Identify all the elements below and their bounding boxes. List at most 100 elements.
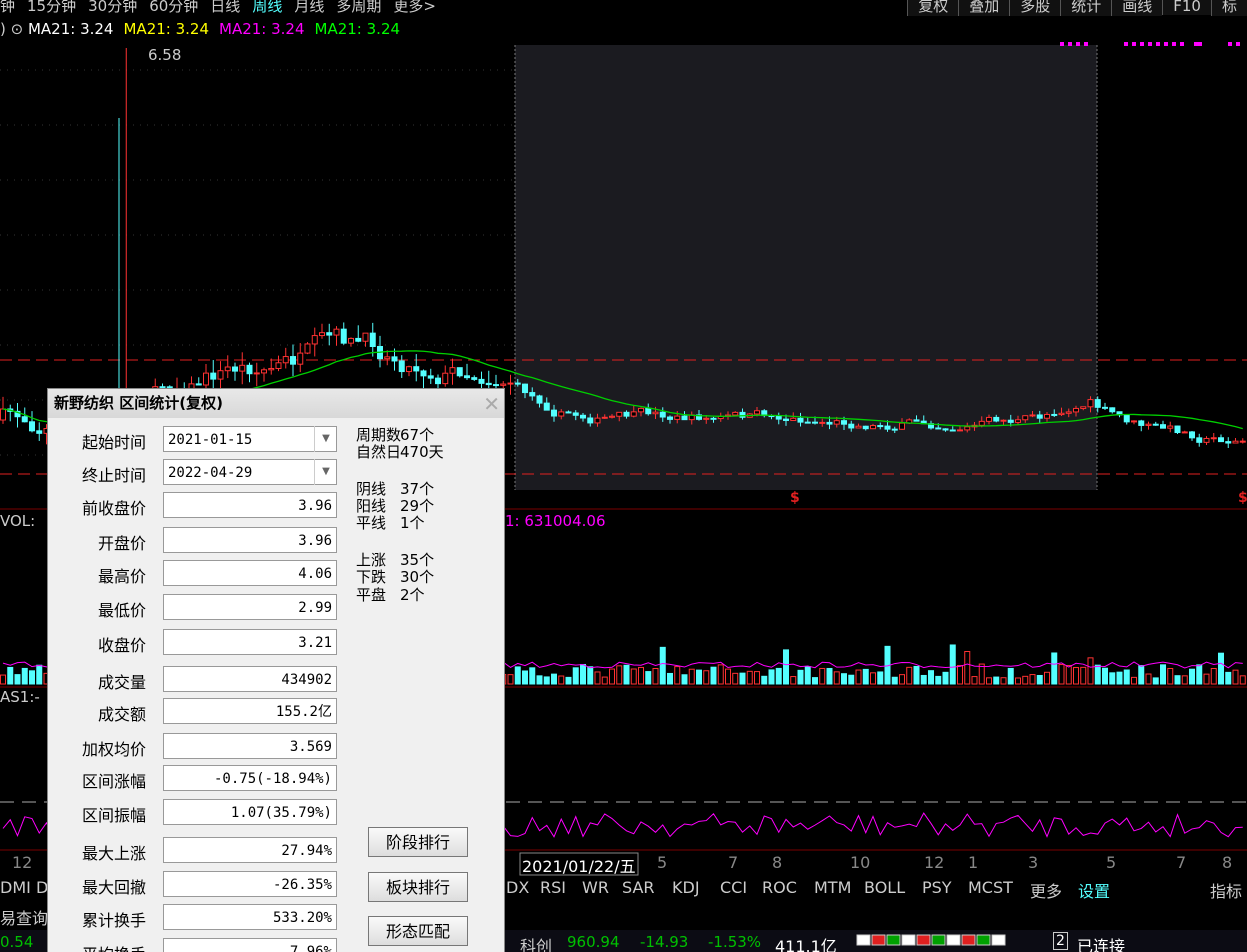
field-label: 收盘价	[97, 636, 146, 655]
volume-bar	[1044, 671, 1050, 685]
volume-bar	[572, 667, 579, 685]
date-combo[interactable]: 2022-04-29	[163, 459, 337, 485]
tool-button[interactable]: 复权	[907, 0, 959, 16]
close-button[interactable]: ✕	[483, 392, 500, 416]
volume-bar	[935, 675, 942, 685]
volume-bar	[1102, 667, 1108, 685]
candle-body	[261, 369, 267, 374]
field-value: 155.2亿	[163, 698, 337, 724]
dropdown-arrow[interactable]: ▼	[314, 426, 337, 452]
vol-label: VOL:	[0, 512, 36, 530]
volume-bar	[1015, 677, 1021, 685]
candle-body	[623, 411, 630, 417]
indicator-tab[interactable]: 指标	[1210, 882, 1243, 901]
volume-bar	[688, 668, 695, 685]
indicator-tab[interactable]: CCI	[720, 878, 748, 897]
indicator-tab[interactable]: DMI	[0, 878, 31, 897]
volume-bar	[971, 676, 978, 685]
volume-bar	[812, 677, 818, 685]
period-tab[interactable]: 更多>	[393, 0, 436, 15]
tool-button[interactable]: 画线	[1111, 0, 1163, 16]
volume-bar	[1087, 657, 1094, 685]
tool-button[interactable]: 叠加	[958, 0, 1010, 16]
stat-value: 29个	[400, 497, 435, 515]
indicator-tab[interactable]: DX	[506, 878, 530, 897]
signal-dot	[1060, 42, 1064, 46]
period-tab[interactable]: 钟	[0, 0, 16, 15]
indicator-tab[interactable]: 设置	[1078, 882, 1111, 901]
volume-bar	[29, 670, 35, 685]
volume-bar	[543, 676, 550, 685]
action-button[interactable]: 形态匹配	[368, 916, 468, 946]
indicator-tab[interactable]: D	[36, 878, 49, 897]
candle-body	[855, 425, 862, 429]
volume-bar	[928, 670, 934, 685]
indicator-tab[interactable]: WR	[582, 878, 609, 897]
x-label: 3	[1028, 853, 1039, 872]
candle-body	[456, 367, 463, 377]
peak-label: 6.58	[148, 46, 182, 64]
signal-dot	[1236, 42, 1240, 46]
candle-body	[1189, 431, 1195, 439]
volume-bar	[768, 669, 775, 685]
indicator-tab[interactable]: KDJ	[672, 878, 700, 897]
period-tab[interactable]: 30分钟	[88, 0, 138, 15]
period-tab[interactable]: 多周期	[336, 0, 382, 15]
period-tab[interactable]: 日线	[210, 0, 241, 15]
candle-body	[565, 411, 572, 414]
candle-body	[551, 409, 557, 417]
indicator-tab[interactable]: SAR	[622, 878, 655, 897]
x-label: 5	[657, 853, 668, 872]
period-tab[interactable]: 周线	[252, 0, 283, 15]
indicator-tab[interactable]: RSI	[540, 878, 566, 897]
indicator-tab[interactable]: PSY	[922, 878, 952, 897]
tool-button[interactable]: 多股	[1009, 0, 1061, 16]
volume-bar	[913, 665, 920, 685]
x-label: 2021/01/22/五	[522, 857, 636, 876]
candle-body	[1036, 414, 1043, 419]
candle-body	[1210, 437, 1217, 440]
candle-body	[239, 364, 246, 372]
candle-body	[732, 411, 739, 416]
action-button[interactable]: 板块排行	[368, 872, 468, 902]
indicator-tab[interactable]: ROC	[762, 878, 797, 897]
x-label: 7	[1176, 853, 1187, 872]
volume-bar	[1138, 665, 1145, 685]
volume-bar	[580, 663, 586, 685]
candle-body	[21, 416, 28, 423]
signal-dot	[1228, 42, 1232, 46]
candle-body	[804, 421, 811, 424]
volume-bar	[21, 667, 28, 685]
tool-button[interactable]: F10	[1162, 0, 1211, 15]
period-tab[interactable]: 15分钟	[27, 0, 77, 15]
period-tab[interactable]: 60分钟	[149, 0, 199, 15]
candle-body	[478, 378, 485, 384]
candle-body	[464, 375, 470, 379]
dropdown-arrow[interactable]: ▼	[314, 459, 337, 485]
period-tab[interactable]: 月线	[294, 0, 325, 15]
indicator-tab[interactable]: 更多	[1030, 882, 1063, 901]
candle-body	[29, 421, 35, 432]
indicator-tab[interactable]: BOLL	[864, 878, 906, 897]
candle-body	[1073, 407, 1079, 413]
status-block	[916, 934, 931, 946]
action-button[interactable]: 阶段排行	[368, 827, 468, 857]
status-block	[856, 934, 871, 946]
candle-body	[217, 370, 224, 380]
candle-body	[1087, 399, 1094, 408]
candle-body	[435, 377, 441, 385]
tool-button[interactable]: 统计	[1060, 0, 1112, 16]
date-combo[interactable]: 2021-01-15	[163, 426, 337, 452]
indicator-tab[interactable]: MCST	[968, 878, 1013, 897]
volume-bar	[1123, 669, 1130, 685]
candle-body	[282, 356, 289, 364]
status-block	[976, 934, 991, 946]
candle-body	[580, 414, 586, 419]
candle-body	[1015, 419, 1021, 423]
candle-body	[311, 335, 318, 345]
volume-bar	[754, 671, 760, 685]
volume-bar	[1152, 677, 1159, 685]
candle-body	[333, 328, 340, 336]
tool-button[interactable]: 标	[1210, 0, 1247, 16]
indicator-tab[interactable]: MTM	[814, 878, 852, 897]
